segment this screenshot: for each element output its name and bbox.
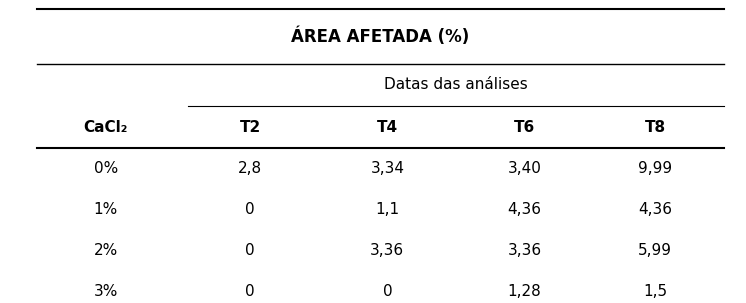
Text: 1,5: 1,5 bbox=[643, 284, 667, 299]
Text: 3%: 3% bbox=[94, 284, 118, 299]
Text: 5,99: 5,99 bbox=[638, 243, 672, 258]
Text: 0: 0 bbox=[245, 202, 255, 217]
Text: 4,36: 4,36 bbox=[507, 202, 542, 217]
Text: 2,8: 2,8 bbox=[238, 161, 262, 176]
Text: T6: T6 bbox=[514, 120, 535, 135]
Text: CaCl₂: CaCl₂ bbox=[84, 120, 128, 135]
Text: ÁREA AFETADA (%): ÁREA AFETADA (%) bbox=[292, 27, 469, 46]
Text: 0: 0 bbox=[245, 284, 255, 299]
Text: 1%: 1% bbox=[94, 202, 118, 217]
Text: 9,99: 9,99 bbox=[638, 161, 672, 176]
Text: 4,36: 4,36 bbox=[638, 202, 672, 217]
Text: T4: T4 bbox=[377, 120, 398, 135]
Text: Datas das análises: Datas das análises bbox=[384, 77, 528, 92]
Text: 1,1: 1,1 bbox=[375, 202, 399, 217]
Text: 1,28: 1,28 bbox=[508, 284, 542, 299]
Text: 0: 0 bbox=[245, 243, 255, 258]
Text: 3,40: 3,40 bbox=[507, 161, 542, 176]
Text: 3,36: 3,36 bbox=[507, 243, 542, 258]
Text: 0%: 0% bbox=[94, 161, 118, 176]
Text: 3,34: 3,34 bbox=[370, 161, 404, 176]
Text: T8: T8 bbox=[645, 120, 665, 135]
Text: 0: 0 bbox=[383, 284, 392, 299]
Text: 3,36: 3,36 bbox=[370, 243, 404, 258]
Text: T2: T2 bbox=[239, 120, 260, 135]
Text: 2%: 2% bbox=[94, 243, 118, 258]
